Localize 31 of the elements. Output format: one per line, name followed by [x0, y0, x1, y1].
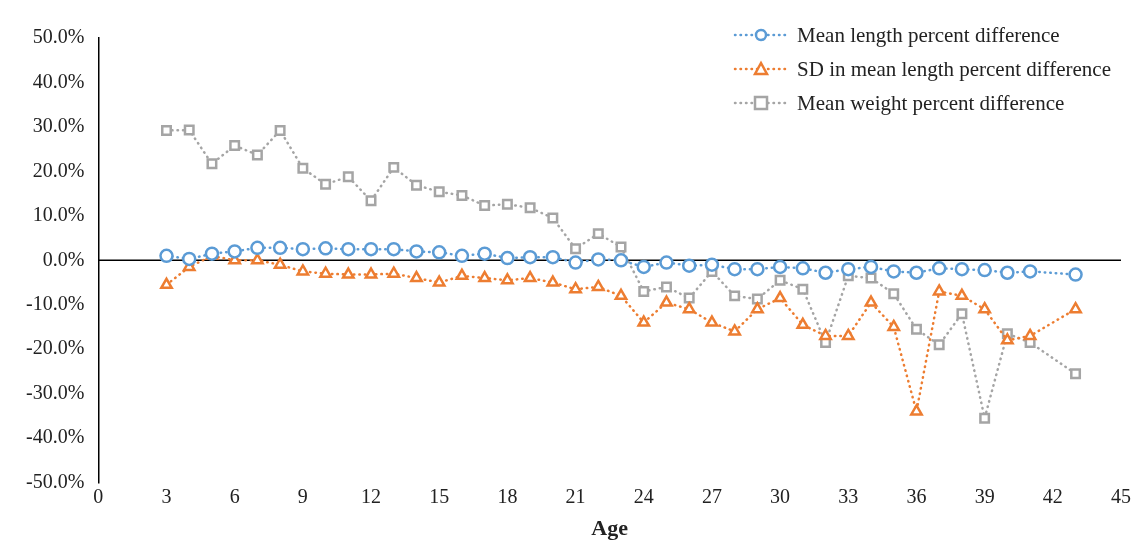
legend-label: Mean length percent difference [797, 22, 1060, 49]
x-tick-label: 3 [161, 484, 172, 507]
legend-label: SD in mean length percent difference [797, 56, 1111, 83]
legend-label: Mean weight percent difference [797, 90, 1065, 117]
x-tick-label: 6 [229, 484, 240, 507]
y-tick-label: -50.0% [25, 469, 85, 492]
x-tick-label: 42 [1042, 484, 1063, 507]
x-tick-label: 21 [565, 484, 586, 507]
y-tick-label: -40.0% [25, 425, 85, 448]
x-tick-label: 39 [974, 484, 995, 507]
y-tick-label: -10.0% [25, 292, 85, 315]
x-tick-label: 33 [838, 484, 859, 507]
y-tick-label: 0.0% [42, 247, 85, 270]
x-tick-label: 18 [497, 484, 518, 507]
x-tick-label: 36 [906, 484, 927, 507]
x-tick-label: 45 [1111, 484, 1131, 507]
y-tick-label: 10.0% [32, 203, 85, 226]
y-tick-label: -20.0% [25, 336, 85, 359]
x-tick-label: 24 [633, 484, 654, 507]
y-tick-label: 50.0% [32, 25, 85, 48]
y-tick-label: -30.0% [25, 380, 85, 403]
y-tick-label: 40.0% [32, 69, 85, 92]
x-axis-title: Age [591, 515, 629, 541]
x-tick-label: 27 [701, 484, 722, 507]
y-tick-label: 20.0% [32, 158, 85, 181]
y-tick-label: 30.0% [32, 114, 85, 137]
x-tick-label: 15 [429, 484, 450, 507]
x-tick-label: 12 [361, 484, 382, 507]
x-tick-label: 30 [770, 484, 791, 507]
x-tick-label: 9 [297, 484, 308, 507]
x-tick-label: 0 [93, 484, 104, 507]
